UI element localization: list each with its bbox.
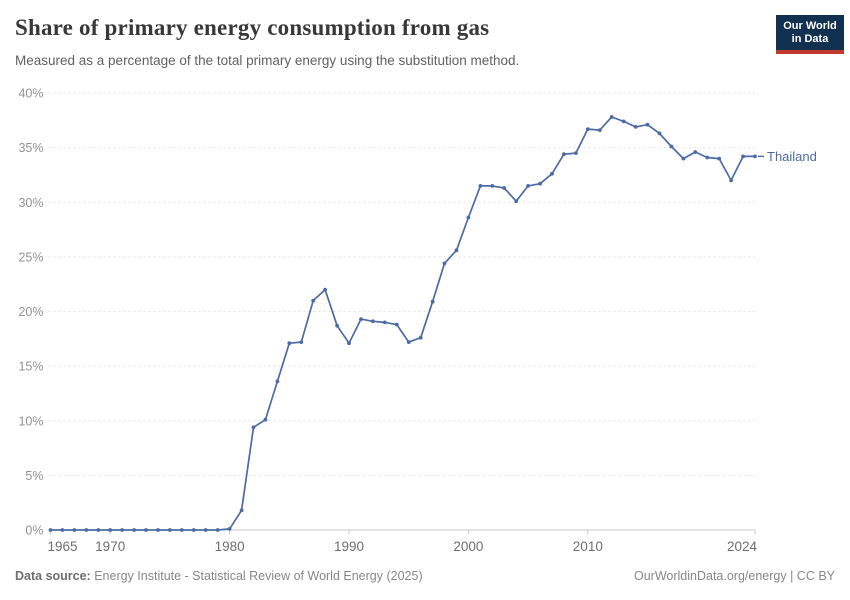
x-tick-label: 1965	[48, 539, 78, 554]
data-point	[120, 528, 124, 532]
x-tick-label: 1970	[95, 539, 125, 554]
y-tick-label: 10%	[18, 414, 43, 428]
data-point	[585, 127, 590, 131]
data-point	[275, 379, 280, 384]
data-point	[526, 184, 530, 188]
x-tick-label: 2010	[573, 539, 603, 554]
y-tick-label: 20%	[18, 305, 43, 319]
data-point	[371, 319, 375, 324]
data-point	[359, 317, 363, 321]
data-point	[191, 528, 196, 532]
data-point	[693, 150, 698, 154]
data-point	[657, 131, 662, 136]
chart-title: Share of primary energy consumption from…	[15, 15, 490, 40]
data-point	[394, 322, 399, 327]
data-point	[382, 320, 387, 325]
data-point	[347, 341, 351, 346]
data-point	[72, 528, 77, 532]
data-point	[299, 340, 304, 344]
data-point	[669, 144, 674, 149]
data-point	[538, 181, 542, 186]
data-point	[335, 323, 339, 328]
entity-label[interactable]: Thailand	[767, 149, 817, 164]
data-point	[442, 261, 447, 266]
data-point	[430, 299, 435, 304]
data-point	[406, 340, 411, 344]
data-point	[574, 151, 578, 156]
y-tick-label: 40%	[18, 87, 43, 101]
data-source-text: Energy Institute - Statistical Review of…	[94, 569, 423, 583]
data-point	[502, 186, 507, 190]
data-point	[84, 528, 89, 532]
data-source-label: Data source:	[15, 569, 91, 583]
data-point	[717, 156, 722, 161]
y-axis: 0% 5% 10% 15% 20% 25% 30% 35% 40%	[18, 87, 755, 538]
data-point	[215, 528, 220, 532]
y-tick-label: 25%	[18, 250, 43, 264]
x-axis: 1965 1970 1980 1990 2000 2010 2024	[48, 530, 758, 554]
data-point	[645, 122, 650, 127]
x-tick-label: 1980	[215, 539, 245, 554]
chart-subtitle: Measured as a percentage of the total pr…	[15, 53, 520, 68]
data-point	[621, 119, 626, 124]
data-point	[562, 152, 566, 157]
chart-footer: Data source: Energy Institute - Statisti…	[15, 569, 835, 583]
data-point	[239, 508, 244, 513]
data-point	[287, 341, 292, 346]
credit-link[interactable]: OurWorldinData.org/energy | CC BY	[633, 569, 835, 583]
data-point	[478, 184, 483, 188]
data-point	[681, 156, 686, 161]
data-point	[609, 115, 614, 119]
data-point	[203, 528, 208, 532]
owid-logo-line2: in Data	[791, 32, 829, 45]
data-point	[132, 528, 137, 532]
data-point	[323, 287, 327, 292]
y-tick-label: 35%	[18, 141, 43, 155]
y-tick-label: 30%	[18, 196, 43, 210]
data-point	[168, 528, 172, 532]
data-point	[597, 128, 602, 133]
data-point	[96, 528, 101, 532]
data-point	[454, 248, 459, 253]
data-point	[227, 527, 232, 531]
data-point	[144, 528, 148, 532]
data-series-thailand: Thailand	[48, 115, 817, 532]
owid-logo-line1: Our World	[783, 19, 837, 32]
data-point	[741, 154, 745, 159]
data-point	[550, 171, 554, 176]
y-tick-label: 15%	[18, 360, 43, 374]
data-point	[263, 417, 268, 422]
data-point	[633, 125, 638, 129]
x-tick-label: 2024	[727, 539, 758, 554]
y-tick-label: 5%	[25, 469, 43, 483]
x-tick-label: 1990	[334, 539, 364, 554]
data-point	[705, 155, 710, 160]
data-point	[156, 528, 160, 532]
series-line	[49, 116, 756, 531]
owid-logo[interactable]: Our World in Data	[776, 15, 844, 54]
data-point	[466, 215, 471, 220]
data-point	[490, 184, 495, 188]
data-point	[60, 528, 65, 532]
data-point	[311, 298, 316, 303]
data-point	[729, 178, 733, 183]
data-point	[753, 154, 757, 159]
data-source: Data source: Energy Institute - Statisti…	[15, 569, 423, 583]
x-tick-label: 2000	[453, 539, 483, 554]
data-point	[418, 335, 423, 340]
data-point	[48, 528, 53, 532]
y-tick-label: 0%	[25, 524, 43, 538]
data-point	[251, 425, 256, 430]
data-point	[179, 528, 184, 532]
data-point	[514, 199, 519, 204]
data-point	[108, 528, 113, 532]
